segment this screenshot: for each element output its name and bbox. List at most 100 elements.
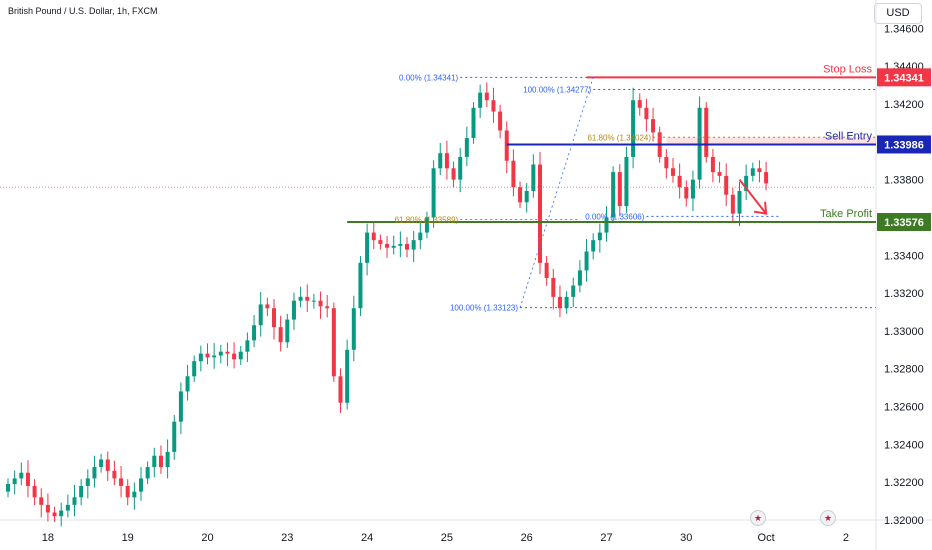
candle-body	[577, 270, 582, 286]
x-tick-label: 26	[521, 532, 533, 544]
candle-body	[32, 485, 37, 498]
candle-body	[498, 111, 503, 131]
down-arrow-head	[753, 201, 768, 215]
candle-body	[225, 351, 230, 354]
candles	[6, 82, 769, 527]
candle-body	[145, 467, 150, 479]
currency-selector[interactable]: USD	[874, 3, 922, 24]
candle-body	[125, 485, 130, 498]
candle-body	[750, 168, 755, 176]
candle-body	[458, 156, 463, 180]
candle-body	[617, 172, 622, 207]
y-tick-label: 1.34200	[884, 99, 924, 111]
candle-body	[438, 153, 443, 169]
candle-body	[710, 156, 715, 173]
candle-body	[744, 175, 749, 191]
candle-body	[338, 376, 343, 403]
chart-title: British Pound / U.S. Dollar, 1h, FXCM	[8, 6, 158, 16]
candle-body	[178, 391, 183, 422]
candle-body	[212, 355, 217, 358]
candle-body	[385, 243, 390, 248]
down-arrow-shaft	[738, 179, 767, 215]
y-tick-label: 1.33200	[884, 288, 924, 300]
stop-loss-label: Stop Loss	[823, 63, 872, 75]
candle-body	[112, 470, 117, 479]
candle-body	[704, 107, 709, 157]
y-tick-label: 1.33400	[884, 250, 924, 262]
candle-body	[45, 504, 50, 513]
candle-body	[418, 232, 423, 241]
candle-body	[651, 119, 656, 133]
candle-body	[331, 308, 336, 377]
candle-body	[358, 262, 363, 309]
candle-body	[218, 351, 223, 356]
sell-zone	[666, 137, 876, 145]
candle-body	[584, 251, 589, 271]
candle-body	[205, 353, 210, 358]
candle-body	[238, 351, 243, 360]
candle-body	[132, 491, 137, 498]
candle-body	[311, 300, 316, 302]
candle-body	[597, 232, 602, 241]
candle-body	[278, 327, 283, 343]
candle-body	[571, 285, 576, 297]
y-tick-label: 1.32000	[884, 515, 924, 527]
candle-body	[471, 107, 476, 139]
candle-body	[611, 172, 616, 218]
candle-body	[717, 172, 722, 176]
stop-loss-price-text: 1.34341	[884, 72, 924, 84]
candle-body	[272, 308, 276, 328]
x-tick-label: 30	[680, 532, 692, 544]
price-axis: 1.32000 1.32200 1.32400 1.32600 1.32800 1.330…	[884, 23, 924, 527]
stop-loss-price-tag	[877, 68, 931, 87]
fib-level-label: 100.00% (1.33123)	[450, 304, 518, 313]
candle-body	[72, 497, 77, 505]
candle-body	[345, 349, 350, 403]
candle-body	[564, 296, 569, 309]
candle-body	[119, 478, 124, 486]
candle-body	[172, 421, 177, 452]
sell-entry-price-text: 1.33986	[884, 139, 924, 151]
us-flag-icon[interactable]: ★	[750, 510, 766, 526]
candle-body	[305, 296, 310, 301]
candle-body	[405, 243, 409, 250]
candle-body	[79, 485, 84, 498]
candle-body	[265, 304, 270, 309]
fib-level-label: 61.80% (1.33589)	[395, 216, 459, 225]
x-tick-label: Oct	[758, 532, 775, 544]
candle-body	[464, 138, 469, 157]
candle-body	[411, 240, 416, 250]
y-tick-label: 1.32800	[884, 364, 924, 376]
fib-retracements: 0.00% (1.34341) 100.00% (1.33123) 61.80% (…	[395, 73, 876, 313]
candle-body	[105, 459, 110, 471]
candle-body	[52, 512, 57, 517]
candle-body	[737, 190, 742, 214]
candle-body	[398, 243, 403, 246]
x-tick-label: 20	[201, 532, 213, 544]
candle-body	[252, 325, 257, 341]
candle-body	[59, 510, 64, 517]
candle-body	[677, 175, 682, 188]
candle-body	[591, 240, 596, 252]
candle-body	[451, 168, 456, 180]
candle-body	[671, 168, 675, 176]
candle-body	[664, 156, 669, 169]
x-tick-label: 25	[441, 532, 453, 544]
candle-body	[764, 172, 769, 184]
us-flag-icon[interactable]: ★	[820, 510, 836, 526]
candle-body	[491, 100, 496, 112]
candle-body	[531, 164, 536, 191]
candle-body	[424, 217, 429, 233]
candle-body	[65, 504, 70, 511]
candle-body	[152, 455, 157, 468]
candle-body	[371, 232, 376, 241]
y-tick-label: 1.33000	[884, 326, 924, 338]
candle-body	[631, 100, 636, 157]
sell-entry-label: Sell Entry	[825, 130, 873, 142]
trade-levels: Stop Loss Sell Entry Take Profit	[0, 63, 876, 223]
candle-body	[518, 187, 523, 203]
candle-body	[291, 300, 296, 320]
x-tick-label: 23	[281, 532, 293, 544]
y-tick-label: 1.33800	[884, 175, 924, 187]
